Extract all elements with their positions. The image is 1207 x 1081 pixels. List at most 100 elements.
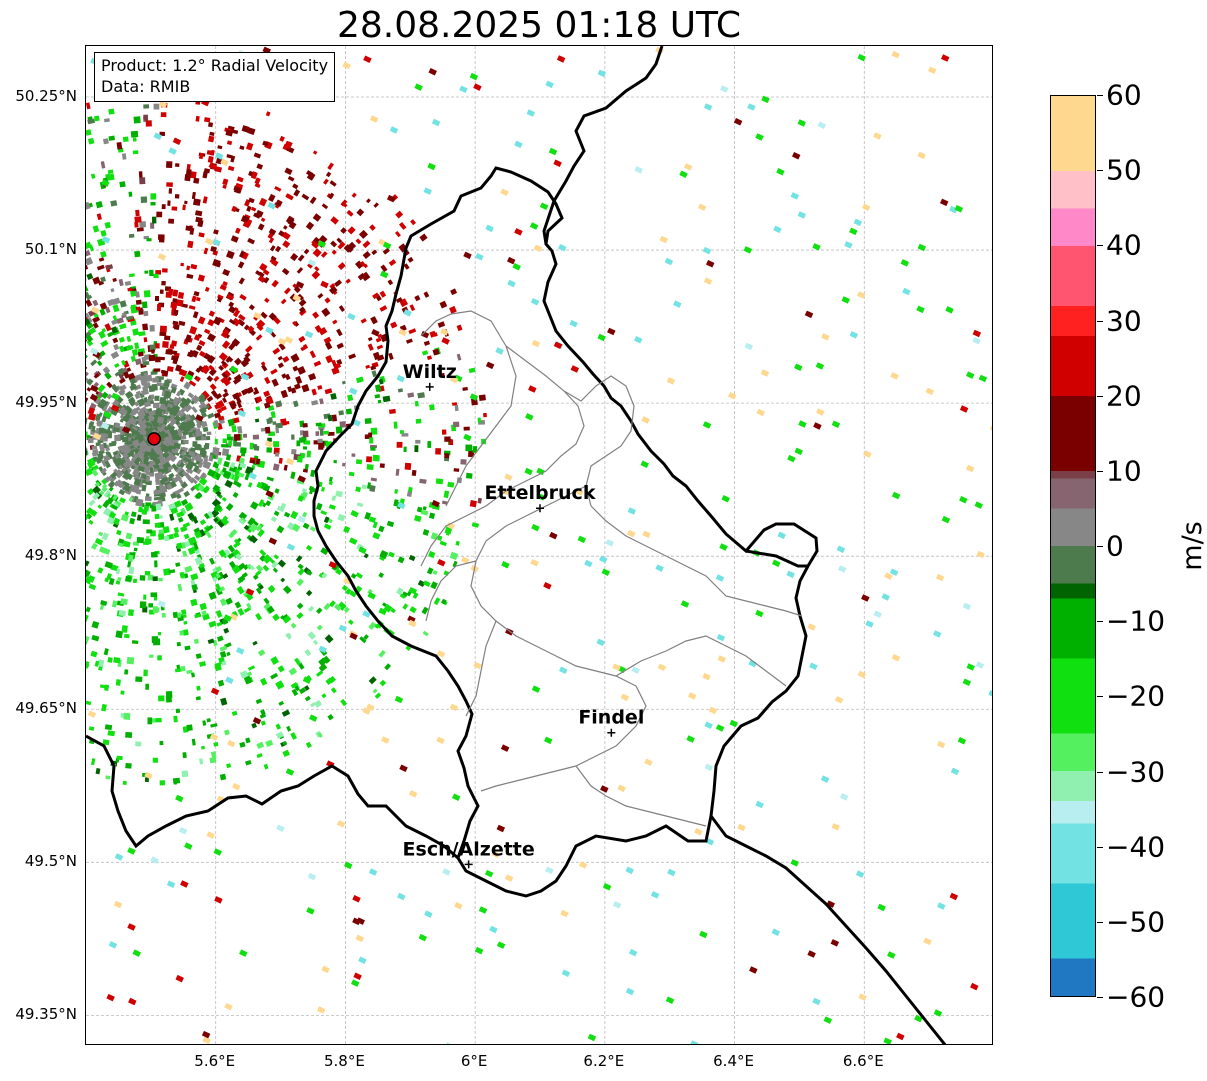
echo-pixel xyxy=(155,717,162,723)
echo-pixel xyxy=(379,305,388,312)
echo-pixel xyxy=(667,868,676,877)
echo-pixel xyxy=(106,492,112,498)
echo-pixel xyxy=(179,435,187,440)
echo-pixel xyxy=(463,433,472,442)
echo-pixel xyxy=(198,393,206,401)
echo-pixel xyxy=(263,557,270,564)
echo-pixel xyxy=(536,493,546,501)
echo-pixel xyxy=(625,987,635,996)
echo-pixel xyxy=(743,246,753,254)
echo-pixel xyxy=(213,419,220,428)
echo-pixel xyxy=(111,504,119,511)
echo-pixel xyxy=(348,471,355,477)
echo-pixel xyxy=(225,676,234,684)
echo-pixel xyxy=(719,543,728,551)
echo-pixel xyxy=(366,198,371,204)
echo-pixel xyxy=(86,346,88,354)
echo-pixel xyxy=(163,535,170,542)
echo-pixel xyxy=(111,326,119,334)
echo-pixel xyxy=(416,506,423,513)
radar-site[interactable] xyxy=(147,432,161,446)
echo-pixel xyxy=(553,159,562,167)
echo-pixel xyxy=(100,599,108,606)
radar-site-marker[interactable] xyxy=(147,432,161,446)
echo-pixel xyxy=(369,115,379,123)
map-frame[interactable]: Wiltz Ettelbruck Findel Esch/Alzette xyxy=(85,45,993,1045)
echo-pixel xyxy=(408,790,418,798)
echo-pixel xyxy=(306,170,314,177)
echo-pixel xyxy=(267,584,276,593)
echo-pixel xyxy=(218,586,226,593)
echo-pixel xyxy=(628,948,638,957)
echo-pixel xyxy=(88,726,95,731)
echo-pixel xyxy=(125,575,132,582)
echo-pixel xyxy=(96,264,105,271)
echo-pixel xyxy=(201,390,210,400)
echo-pixel xyxy=(339,421,347,428)
echo-pixel xyxy=(108,941,118,949)
echo-pixel xyxy=(228,305,237,314)
echo-pixel xyxy=(384,663,391,671)
echo-pixel xyxy=(319,428,324,436)
echo-pixel xyxy=(169,513,175,521)
echo-pixel xyxy=(970,982,979,991)
echo-pixel xyxy=(272,421,277,425)
echo-pixel xyxy=(148,603,153,608)
echo-pixel xyxy=(206,395,214,403)
echo-pixel xyxy=(306,450,311,458)
echo-pixel xyxy=(367,592,376,600)
echo-pixel xyxy=(194,556,203,565)
echo-pixel xyxy=(316,624,323,631)
echo-pixel xyxy=(112,297,121,305)
echo-pixel xyxy=(92,299,99,307)
echo-pixel xyxy=(396,587,404,596)
echo-pixel xyxy=(228,318,236,325)
city-label: Ettelbruck xyxy=(485,482,596,504)
echo-pixel xyxy=(375,337,382,343)
echo-pixel xyxy=(129,383,138,391)
echo-pixel xyxy=(102,366,111,375)
echo-pixel xyxy=(87,118,96,125)
echo-pixel xyxy=(133,384,142,391)
echo-pixel xyxy=(128,427,135,433)
echo-pixel xyxy=(210,751,217,759)
echo-pixel xyxy=(364,434,371,439)
echo-pixel xyxy=(212,576,218,582)
echo-pixel xyxy=(91,445,98,450)
echo-pixel xyxy=(293,400,299,408)
echo-pixel xyxy=(273,554,279,560)
echo-pixel xyxy=(136,514,142,521)
echo-pixel xyxy=(949,892,959,901)
echo-pixel xyxy=(281,267,290,276)
echo-pixel xyxy=(363,553,369,559)
echo-pixel xyxy=(356,208,365,217)
echo-pixel xyxy=(771,928,781,936)
echo-pixel xyxy=(228,342,237,351)
echo-pixel xyxy=(150,222,155,229)
echo-pixel xyxy=(243,524,250,531)
echo-pixel xyxy=(246,205,252,212)
echo-pixel xyxy=(156,382,162,387)
echo-pixel xyxy=(104,577,110,583)
echo-pixel xyxy=(455,540,460,546)
echo-pixel xyxy=(255,319,266,329)
echo-pixel xyxy=(118,434,123,439)
echo-pixel xyxy=(168,569,176,574)
echo-pixel xyxy=(349,632,358,640)
echo-pixel xyxy=(249,564,255,571)
echo-pixel xyxy=(395,230,401,238)
echo-pixel xyxy=(371,249,378,256)
echo-pixel xyxy=(86,560,90,567)
echo-pixel xyxy=(195,414,204,422)
echo-pixel xyxy=(91,634,100,642)
echo-pixel xyxy=(277,362,284,369)
echo-pixel xyxy=(704,763,714,772)
echo-pixel xyxy=(362,610,371,618)
echo-pixel xyxy=(213,848,222,856)
echo-pixel xyxy=(716,633,726,642)
echo-pixel xyxy=(86,468,93,476)
echo-pixel xyxy=(531,523,540,532)
echo-pixel xyxy=(121,153,127,160)
echo-pixel xyxy=(790,859,799,867)
